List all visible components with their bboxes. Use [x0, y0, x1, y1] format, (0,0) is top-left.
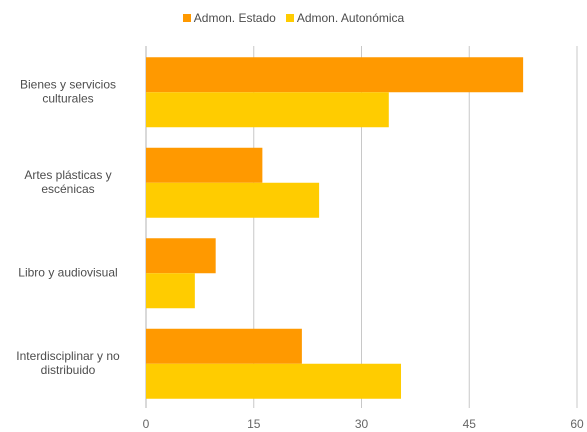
bar-estado-0	[146, 57, 524, 93]
category-label-3: Interdisciplinar y no distribuido	[16, 349, 120, 377]
legend-label-estado: Admon. Estado	[193, 11, 276, 25]
legend-label-autonomica: Admon. Autonómica	[296, 11, 405, 25]
bar-estado-3	[146, 328, 302, 364]
bar-estado-2	[146, 238, 216, 274]
legend-item-estado: Admon. Estado	[182, 11, 276, 25]
x-tick-label-45: 45	[463, 417, 477, 431]
category-label-line: distribuido	[41, 363, 96, 377]
x-tick-label-30: 30	[355, 417, 369, 431]
x-tick-label-60: 60	[570, 417, 584, 431]
category-label-line: escénicas	[41, 182, 94, 196]
bar-autonomica-2	[146, 273, 195, 309]
bar-autonomica-0	[146, 92, 389, 128]
x-tick-label-15: 15	[247, 417, 261, 431]
category-label-2: Libro y audiovisual	[18, 265, 117, 279]
category-label-line: Interdisciplinar y no	[16, 349, 120, 363]
category-label-1: Artes plásticas y escénicas	[24, 168, 111, 196]
category-label-0: Bienes y servicios culturales	[20, 77, 116, 105]
legend: Admon. Estado Admon. Autonómica	[0, 11, 587, 25]
category-label-line: Bienes y servicios	[20, 77, 116, 91]
legend-item-autonomica: Admon. Autonómica	[285, 11, 405, 25]
bar-autonomica-3	[146, 363, 402, 399]
bar-autonomica-1	[146, 182, 320, 218]
bar-estado-1	[146, 147, 263, 183]
category-label-line: culturales	[42, 91, 93, 105]
x-tick-label-0: 0	[143, 417, 150, 431]
legend-swatch-estado	[182, 14, 191, 22]
legend-swatch-autonomica	[285, 14, 294, 22]
category-label-line: Artes plásticas y	[24, 168, 111, 182]
category-label-line: Libro y audiovisual	[18, 265, 117, 279]
